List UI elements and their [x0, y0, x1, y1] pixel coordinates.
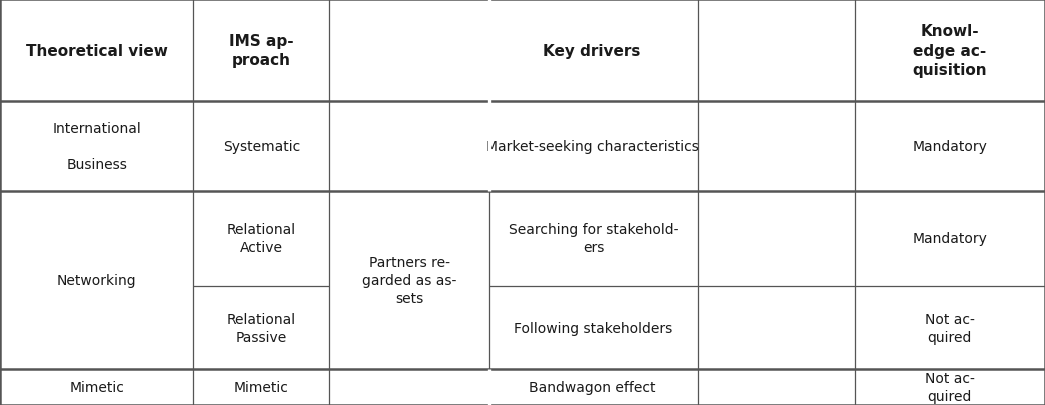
Text: Key drivers: Key drivers	[543, 44, 641, 58]
Text: Mandatory: Mandatory	[912, 140, 988, 153]
Text: Relational
Active: Relational Active	[227, 223, 296, 255]
Text: Mimetic: Mimetic	[234, 380, 288, 394]
Text: Not ac-
quired: Not ac- quired	[925, 312, 975, 344]
Text: Knowl-
edge ac-
quisition: Knowl- edge ac- quisition	[912, 24, 988, 78]
Text: Relational
Passive: Relational Passive	[227, 312, 296, 344]
Text: Following stakeholders: Following stakeholders	[514, 321, 673, 335]
Text: Bandwagon effect: Bandwagon effect	[529, 380, 655, 394]
Text: Mandatory: Mandatory	[912, 232, 988, 246]
Text: Mimetic: Mimetic	[69, 380, 124, 394]
Text: Market-seeking characteristics: Market-seeking characteristics	[486, 140, 698, 153]
Text: Not ac-
quired: Not ac- quired	[925, 371, 975, 403]
Text: International

Business: International Business	[52, 122, 141, 171]
Text: IMS ap-
proach: IMS ap- proach	[229, 34, 294, 68]
Text: Theoretical view: Theoretical view	[26, 44, 167, 58]
Text: Networking: Networking	[56, 273, 137, 287]
Text: Systematic: Systematic	[223, 140, 300, 153]
Text: Partners re-
garded as as-
sets: Partners re- garded as as- sets	[362, 256, 457, 305]
Text: Searching for stakehold-
ers: Searching for stakehold- ers	[509, 223, 678, 255]
